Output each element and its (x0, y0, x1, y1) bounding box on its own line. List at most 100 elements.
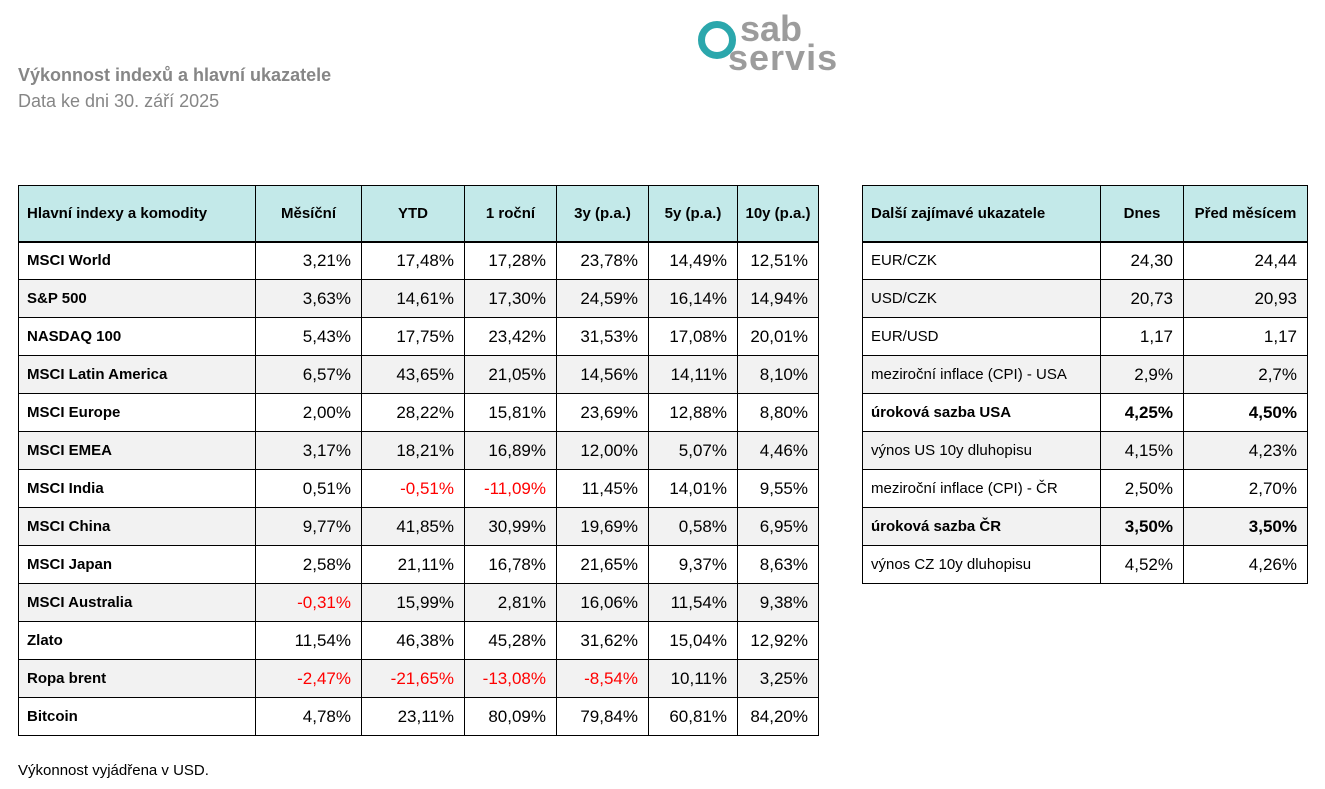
value-cell: 3,50% (1100, 507, 1184, 546)
value-cell: 5,07% (648, 431, 738, 470)
value-cell: 24,30 (1100, 241, 1184, 280)
value-cell: -11,09% (464, 469, 557, 508)
value-cell: 1,17 (1183, 317, 1308, 356)
table-row: MSCI Australia -0,31% 15,99% 2,81% 16,06% 11,… (18, 583, 819, 622)
row-label: výnos US 10y dluhopisu (862, 431, 1101, 470)
value-cell: 3,63% (255, 279, 362, 318)
row-label: úroková sazba ČR (862, 507, 1101, 546)
table-row: meziroční inflace (CPI) - ČR 2,50% 2,70% (862, 469, 1308, 508)
logo-circle-icon (698, 21, 736, 59)
value-cell: 14,49% (648, 241, 738, 280)
value-cell: 3,25% (737, 659, 819, 698)
value-cell: 4,46% (737, 431, 819, 470)
value-cell: 15,99% (361, 583, 465, 622)
value-cell: 24,44 (1183, 241, 1308, 280)
row-label: Zlato (18, 621, 256, 660)
value-cell: 0,51% (255, 469, 362, 508)
value-cell: 20,01% (737, 317, 819, 356)
main-table-column-header: 3y (p.a.) (556, 185, 649, 243)
value-cell: 43,65% (361, 355, 465, 394)
side-table-column-header: Další zajímavé ukazatele (862, 185, 1101, 243)
table-row: MSCI Latin America 6,57% 43,65% 21,05% 14,56… (18, 355, 819, 394)
table-row: výnos CZ 10y dluhopisu 4,52% 4,26% (862, 545, 1308, 584)
main-table-body: MSCI World 3,21% 17,48% 17,28% 23,78% 14,49% 1… (18, 241, 819, 736)
value-cell: 3,50% (1183, 507, 1308, 546)
row-label: úroková sazba USA (862, 393, 1101, 432)
value-cell: 17,75% (361, 317, 465, 356)
value-cell: 23,69% (556, 393, 649, 432)
value-cell: 8,63% (737, 545, 819, 584)
main-table-column-header: 10y (p.a.) (737, 185, 819, 243)
value-cell: 21,11% (361, 545, 465, 584)
value-cell: 23,42% (464, 317, 557, 356)
value-cell: 9,38% (737, 583, 819, 622)
main-table-column-header: Měsíční (255, 185, 362, 243)
logo-text-sab: sab (740, 8, 803, 49)
value-cell: 31,62% (556, 621, 649, 660)
row-label: EUR/USD (862, 317, 1101, 356)
value-cell: 79,84% (556, 697, 649, 736)
value-cell: 21,05% (464, 355, 557, 394)
value-cell: 0,58% (648, 507, 738, 546)
value-cell: 8,80% (737, 393, 819, 432)
row-label: MSCI India (18, 469, 256, 508)
table-row: Zlato 11,54% 46,38% 45,28% 31,62% 15,04% 12,92… (18, 621, 819, 660)
table-row: úroková sazba ČR 3,50% 3,50% (862, 507, 1308, 546)
value-cell: 16,89% (464, 431, 557, 470)
row-label: MSCI Latin America (18, 355, 256, 394)
value-cell: 1,17 (1100, 317, 1184, 356)
row-label: S&P 500 (18, 279, 256, 318)
table-row: EUR/CZK 24,30 24,44 (862, 241, 1308, 280)
row-label: meziroční inflace (CPI) - USA (862, 355, 1101, 394)
value-cell: 9,55% (737, 469, 819, 508)
value-cell: 21,65% (556, 545, 649, 584)
value-cell: 2,9% (1100, 355, 1184, 394)
value-cell: 14,11% (648, 355, 738, 394)
main-table-header-row: Hlavní indexy a komodity Měsíční YTD 1 ročn… (18, 185, 819, 243)
value-cell: 12,00% (556, 431, 649, 470)
value-cell: 9,37% (648, 545, 738, 584)
logo-text-servis: servis (728, 37, 839, 78)
row-label: MSCI Japan (18, 545, 256, 584)
value-cell: 17,08% (648, 317, 738, 356)
value-cell: 15,04% (648, 621, 738, 660)
table-row: MSCI China 9,77% 41,85% 30,99% 19,69% 0,58% 6,… (18, 507, 819, 546)
value-cell: -21,65% (361, 659, 465, 698)
table-row: Bitcoin 4,78% 23,11% 80,09% 79,84% 60,81% 84,2… (18, 697, 819, 736)
value-cell: 16,06% (556, 583, 649, 622)
value-cell: 12,51% (737, 241, 819, 280)
row-label: NASDAQ 100 (18, 317, 256, 356)
value-cell: 2,58% (255, 545, 362, 584)
value-cell: 80,09% (464, 697, 557, 736)
table-row: meziroční inflace (CPI) - USA 2,9% 2,7% (862, 355, 1308, 394)
row-label: USD/CZK (862, 279, 1101, 318)
value-cell: -2,47% (255, 659, 362, 698)
value-cell: 3,21% (255, 241, 362, 280)
value-cell: 45,28% (464, 621, 557, 660)
table-row: MSCI World 3,21% 17,48% 17,28% 23,78% 14,49% 1… (18, 241, 819, 280)
value-cell: 17,28% (464, 241, 557, 280)
row-label: výnos CZ 10y dluhopisu (862, 545, 1101, 584)
table-row: Ropa brent -2,47% -21,65% -13,08% -8,54% 10,1… (18, 659, 819, 698)
value-cell: 2,7% (1183, 355, 1308, 394)
row-label: EUR/CZK (862, 241, 1101, 280)
value-cell: 14,94% (737, 279, 819, 318)
table-row: NASDAQ 100 5,43% 17,75% 23,42% 31,53% 17,08% 2… (18, 317, 819, 356)
side-table-column-header: Dnes (1100, 185, 1184, 243)
value-cell: 16,14% (648, 279, 738, 318)
value-cell: 4,78% (255, 697, 362, 736)
value-cell: 4,50% (1183, 393, 1308, 432)
value-cell: 23,11% (361, 697, 465, 736)
value-cell: 4,23% (1183, 431, 1308, 470)
value-cell: 15,81% (464, 393, 557, 432)
row-label: Ropa brent (18, 659, 256, 698)
main-table-column-header: 5y (p.a.) (648, 185, 738, 243)
value-cell: 41,85% (361, 507, 465, 546)
table-row: MSCI EMEA 3,17% 18,21% 16,89% 12,00% 5,07% 4,4… (18, 431, 819, 470)
main-indices-table: Hlavní indexy a komodity Měsíční YTD 1 ročn… (18, 185, 819, 736)
main-table-column-header: 1 roční (464, 185, 557, 243)
value-cell: -0,51% (361, 469, 465, 508)
indicators-table: Další zajímavé ukazatele Dnes Před měsícem… (862, 185, 1308, 584)
value-cell: 2,50% (1100, 469, 1184, 508)
